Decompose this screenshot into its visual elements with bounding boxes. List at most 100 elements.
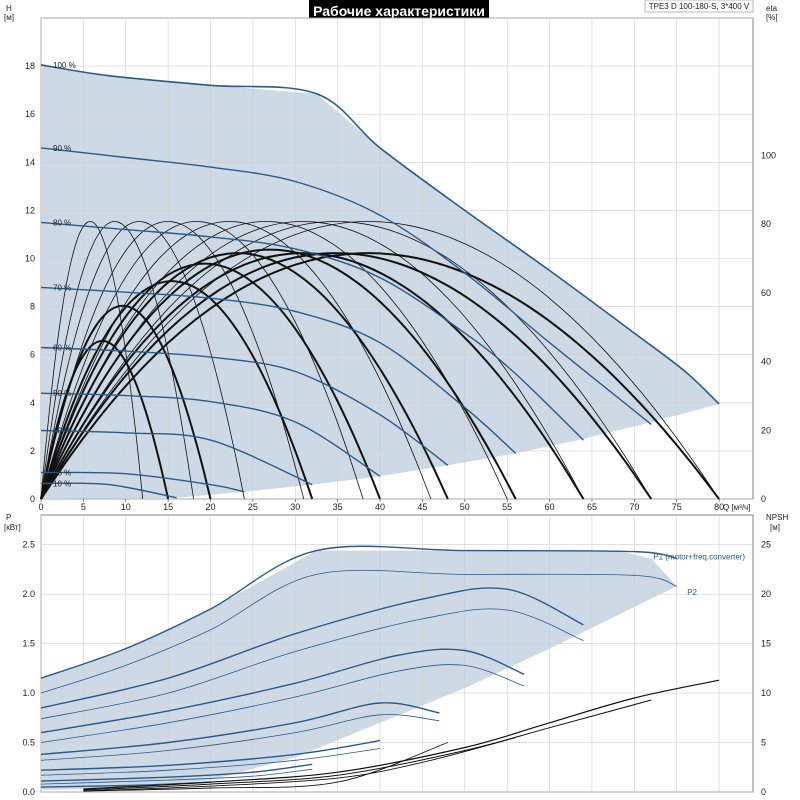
p1-series-label: P1 (motor+freq.converter) — [653, 553, 745, 562]
p1-curve — [40, 702, 440, 756]
speed-curve-label: 80 % — [53, 218, 71, 227]
eta-y-tick-label: 100 — [761, 150, 776, 160]
speed-curve-label: 100 % — [53, 61, 76, 70]
npsh-curve — [83, 742, 449, 792]
p2-curve — [40, 768, 313, 785]
speed-curve — [40, 471, 245, 493]
head-x-tick-label: 70 — [629, 502, 639, 512]
head-x-tick-label: 55 — [502, 502, 512, 512]
efficiency-curve — [40, 221, 245, 500]
p1-curve — [40, 648, 525, 734]
model-box — [644, 0, 754, 13]
efficiency-curve — [40, 221, 432, 500]
head-y-tick-label: 8 — [30, 302, 35, 312]
head-y-tick-label: 0 — [30, 494, 35, 504]
speed-curve — [40, 286, 517, 454]
head-axis-label-h: H — [6, 4, 12, 13]
eta-axis-unit: [%] — [766, 13, 778, 22]
p2-curve — [40, 748, 381, 776]
eta-y-tick-label: 60 — [761, 288, 771, 298]
head-plot: 0 5 10 15 20 25 30 35 40 45 50 55 60 65 70 75 80Q [м³/ч]… — [25, 17, 776, 512]
head-x-tick-label: 5 — [81, 502, 86, 512]
head-x-tick-label: 35 — [333, 502, 343, 512]
head-x-tick-label: 15 — [163, 502, 173, 512]
p2-curve — [40, 608, 584, 720]
head-y-tick-label: 4 — [30, 398, 35, 408]
efficiency-curve — [40, 280, 314, 500]
npsh-axis-label: NPSH — [766, 513, 788, 522]
efficiency-curve — [40, 221, 652, 500]
power-axis-label-p: P — [6, 513, 11, 522]
speed-curve — [40, 346, 449, 466]
head-x-tick-label: 75 — [672, 502, 682, 512]
efficiency-curve — [40, 262, 381, 500]
power-axis-unit: [кВт] — [4, 523, 21, 532]
speed-curve-label: 25 % — [53, 469, 71, 478]
speed-curve — [40, 147, 652, 425]
power-y-tick-label: 1.0 — [22, 688, 35, 698]
head-x-tick-label: 40 — [375, 502, 385, 512]
npsh-curve — [83, 737, 516, 792]
efficiency-curve — [40, 221, 144, 500]
title-banner — [309, 0, 489, 22]
head-y-tick-label: 18 — [25, 61, 35, 71]
efficiency-curve — [40, 252, 720, 500]
head-x-tick-label: 60 — [545, 502, 555, 512]
power-y-tick-label: 0.5 — [22, 738, 35, 748]
p1-curve — [40, 587, 584, 709]
speed-curve-label: 10 % — [53, 479, 71, 488]
power-y-tick-label: 0.0 — [22, 787, 35, 797]
eta-y-tick-label: 80 — [761, 219, 771, 229]
model-label: TPE3 D 100-180-S, 3*400 V — [649, 2, 750, 11]
speed-curve-label: 70 % — [53, 283, 71, 292]
speed-curve-label: 40 % — [53, 426, 71, 435]
speed-curve-label: 90 % — [53, 144, 71, 153]
npsh-y-tick-label: 25 — [761, 540, 771, 550]
head-x-tick-label: 20 — [206, 502, 216, 512]
efficiency-curve — [40, 221, 508, 500]
head-y-tick-label: 16 — [25, 109, 35, 119]
p2-series-label: P2 — [687, 588, 697, 597]
eta-axis-label: eta — [766, 4, 778, 13]
head-x-axis-label: Q [м³/ч] — [723, 503, 750, 512]
head-x-tick-label: 80 — [714, 502, 724, 512]
p2-curve — [40, 664, 525, 743]
npsh-y-tick-label: 5 — [761, 738, 766, 748]
eta-y-tick-label: 0 — [761, 494, 766, 504]
power-y-tick-label: 2.0 — [22, 589, 35, 599]
p2-curve — [40, 569, 677, 694]
efficiency-curve — [40, 221, 720, 500]
p1-curve — [40, 763, 313, 782]
npsh-curve — [83, 679, 720, 790]
p1-curve — [40, 545, 677, 679]
npsh-y-tick-label: 10 — [761, 688, 771, 698]
speed-curve-label: 60 % — [53, 343, 71, 352]
efficiency-curve — [40, 221, 305, 500]
power-operating-area — [41, 550, 677, 790]
speed-curve-label: 50 % — [53, 389, 71, 398]
head-x-tick-label: 50 — [460, 502, 470, 512]
efficiency-curve — [40, 221, 364, 500]
power-plot: 0.0 0.5 1.0 1.5 2.0 2.5 0 5 10 15 20 25 P1 (motor+fr… — [22, 514, 771, 797]
p2-curve — [40, 714, 440, 761]
head-x-tick-label: 25 — [248, 502, 258, 512]
head-y-tick-label: 12 — [25, 205, 35, 215]
speed-curve — [40, 64, 720, 405]
eta-y-tick-label: 20 — [761, 425, 771, 435]
npsh-y-tick-label: 15 — [761, 639, 771, 649]
head-x-tick-label: 10 — [121, 502, 131, 512]
chart-title: Рабочие характеристики — [313, 3, 485, 19]
npsh-axis-unit: [м] — [770, 523, 780, 532]
head-x-tick-label: 0 — [38, 502, 43, 512]
p1-curve — [40, 739, 381, 771]
speed-curve — [40, 429, 313, 486]
efficiency-curve — [40, 221, 584, 500]
npsh-y-tick-label: 0 — [761, 787, 766, 797]
power-y-tick-label: 1.5 — [22, 639, 35, 649]
power-y-tick-label: 2.5 — [22, 540, 35, 550]
head-axis-label-unit: [м] — [4, 13, 14, 22]
head-x-tick-label: 65 — [587, 502, 597, 512]
speed-curve — [40, 221, 584, 441]
head-y-tick-label: 2 — [30, 446, 35, 456]
